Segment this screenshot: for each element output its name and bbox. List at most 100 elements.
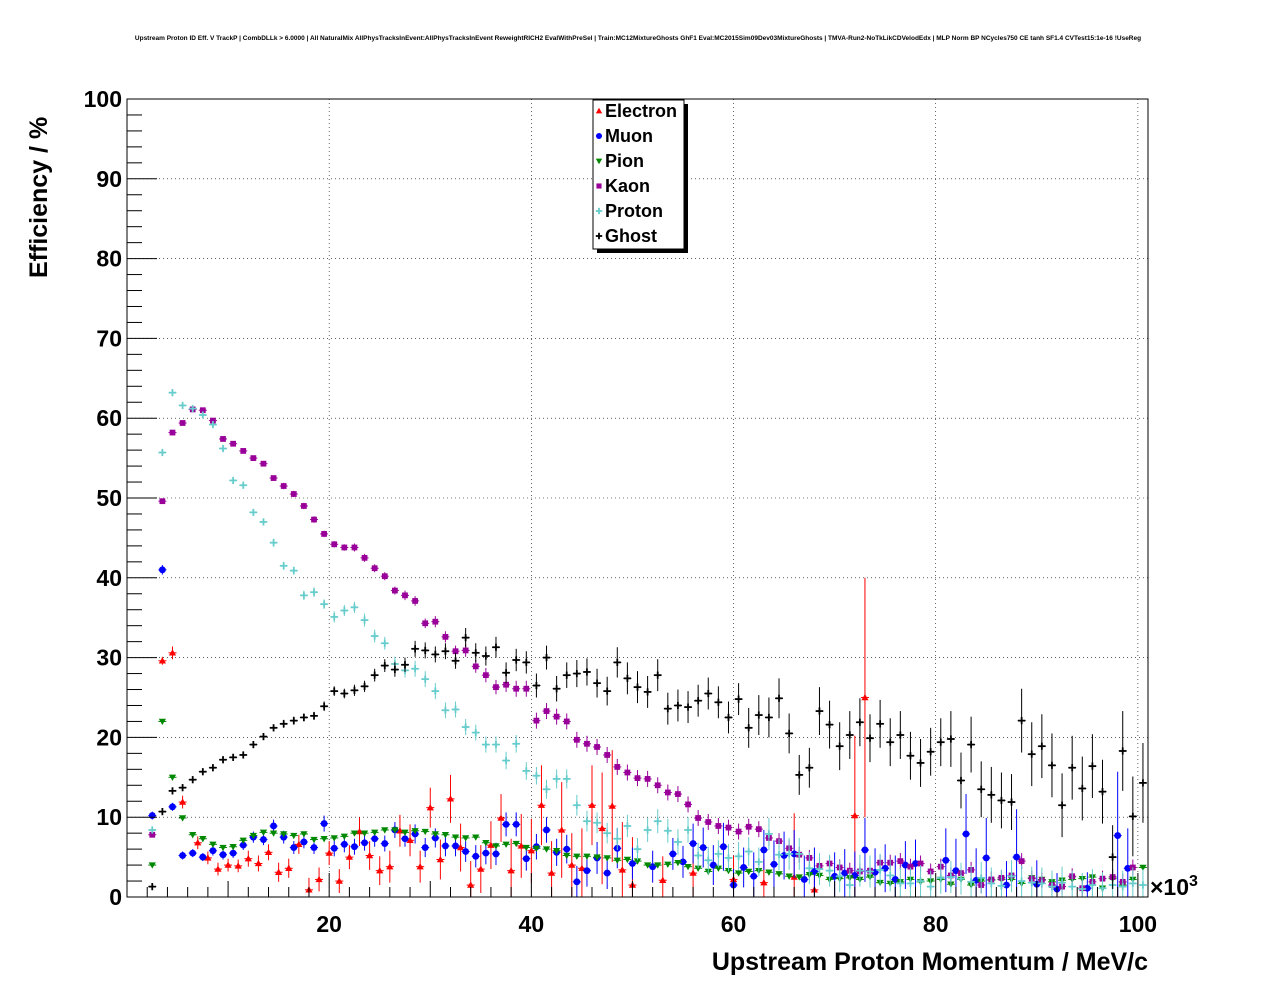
data-point — [471, 845, 480, 868]
data-point — [512, 680, 521, 697]
point-marker — [685, 801, 691, 808]
point-marker — [846, 731, 854, 739]
point-marker — [937, 738, 945, 746]
data-point — [178, 784, 187, 792]
data-point — [385, 850, 394, 883]
point-marker — [512, 656, 520, 664]
point-marker — [876, 866, 884, 874]
legend-entry-proton: Proton — [595, 201, 663, 221]
point-marker — [629, 860, 636, 867]
data-point — [188, 849, 197, 858]
data-point — [390, 662, 399, 677]
point-marker — [442, 633, 449, 640]
point-marker — [456, 843, 465, 851]
point-marker — [330, 844, 338, 852]
data-point — [400, 829, 409, 836]
x-axis-title: Upstream Proton Momentum / MeV/c — [712, 948, 1148, 976]
data-point — [734, 870, 743, 877]
data-point — [704, 677, 713, 710]
point-marker — [795, 874, 803, 881]
data-point — [855, 698, 864, 747]
data-point — [244, 850, 253, 867]
point-marker — [234, 862, 242, 869]
data-point — [178, 401, 187, 410]
data-point — [795, 837, 804, 870]
data-point — [754, 695, 763, 736]
data-point — [421, 671, 430, 688]
data-point — [340, 604, 349, 617]
data-point — [451, 834, 460, 841]
data-point — [886, 859, 895, 892]
data-point — [673, 859, 682, 867]
point-marker — [916, 877, 925, 885]
point-marker — [421, 844, 429, 851]
x-tick-label: 100 — [1119, 911, 1157, 937]
point-marker — [149, 831, 156, 838]
data-point — [259, 829, 268, 836]
data-point — [239, 481, 248, 489]
point-marker — [720, 843, 727, 851]
data-point — [335, 869, 344, 894]
data-point — [274, 862, 283, 882]
data-point — [663, 861, 672, 868]
point-marker — [249, 832, 257, 840]
point-marker — [345, 853, 353, 860]
point-marker — [360, 616, 369, 624]
data-point — [537, 765, 546, 846]
data-point — [967, 865, 976, 897]
point-marker — [502, 756, 510, 765]
y-tick-label: 10 — [96, 804, 122, 830]
legend-marker — [595, 132, 603, 140]
data-point — [628, 847, 637, 880]
point-marker — [269, 830, 278, 837]
point-marker — [275, 868, 283, 875]
point-marker — [987, 791, 995, 799]
point-marker — [675, 791, 681, 797]
point-marker — [1048, 761, 1056, 769]
point-marker — [527, 847, 535, 854]
point-marker — [532, 681, 541, 690]
point-marker — [553, 775, 561, 783]
data-point — [431, 828, 440, 848]
data-point — [633, 671, 642, 704]
point-marker — [320, 820, 328, 828]
data-point — [623, 856, 632, 864]
data-point — [775, 678, 784, 719]
data-point — [699, 827, 708, 868]
point-marker — [249, 508, 257, 516]
data-point — [502, 812, 511, 837]
point-marker — [664, 705, 672, 713]
point-marker — [1007, 872, 1016, 880]
point-marker — [674, 838, 682, 846]
x-tick-label: 80 — [923, 911, 949, 937]
data-point — [825, 700, 834, 749]
point-marker — [583, 668, 591, 676]
point-marker — [371, 671, 379, 679]
data-point — [1118, 870, 1127, 897]
data-point — [451, 652, 460, 669]
point-marker — [613, 835, 621, 843]
point-marker — [482, 740, 490, 749]
data-point — [279, 482, 288, 490]
point-marker — [1038, 742, 1046, 750]
data-point — [1058, 773, 1067, 838]
point-marker — [462, 723, 470, 731]
point-marker — [684, 863, 692, 871]
point-marker — [1058, 801, 1066, 809]
point-marker — [320, 836, 328, 843]
point-marker — [148, 826, 156, 834]
data-point — [1078, 873, 1087, 897]
data-point — [289, 716, 298, 725]
point-marker — [765, 713, 773, 722]
point-marker — [199, 407, 206, 414]
data-point — [360, 834, 369, 851]
point-marker — [942, 856, 950, 864]
data-point — [148, 883, 157, 891]
point-marker — [432, 618, 439, 625]
x-tick-label: 40 — [519, 911, 545, 937]
data-point — [178, 851, 187, 860]
point-marker — [189, 849, 197, 857]
data-point — [310, 836, 319, 844]
point-marker — [310, 836, 318, 844]
data-point — [684, 817, 693, 843]
